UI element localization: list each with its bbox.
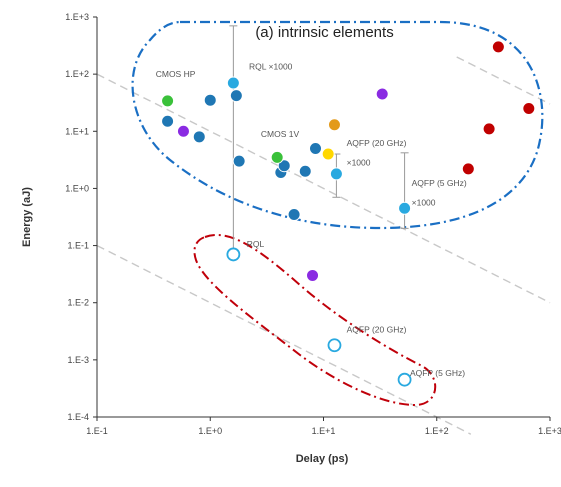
annotation-label: AQFP (20 GHz) — [347, 138, 407, 148]
x-tick-label: 1.E-1 — [86, 426, 108, 436]
annotation-label: (a) intrinsic elements — [255, 24, 393, 41]
x-axis-title: Delay (ps) — [296, 453, 349, 465]
intrinsic-elements-region — [131, 20, 544, 230]
data-point — [491, 40, 505, 54]
data-point — [226, 247, 241, 262]
data-point — [176, 124, 190, 138]
data-point — [327, 118, 341, 132]
data-point — [327, 338, 342, 353]
x-tick-label: 1.E+2 — [425, 426, 449, 436]
annotations: (a) intrinsic elements CMOS HP RQL ×1000 CM… — [156, 24, 467, 378]
data-point — [306, 268, 320, 282]
data-point — [398, 201, 412, 215]
y-tick-labels: 1.E+3 1.E+2 1.E+1 1.E+0 1.E-1 1.E-2 1.E-3 1.E-4 — [65, 12, 97, 422]
data-point — [309, 141, 323, 155]
annotation-label: RQL — [247, 239, 265, 249]
y-tick-label: 1.E+2 — [65, 69, 89, 79]
annotation-label: ×1000 — [347, 158, 371, 168]
y-tick-label: 1.E+1 — [65, 126, 89, 136]
x-tick-label: 1.E+0 — [198, 426, 222, 436]
data-point — [277, 159, 291, 173]
data-point — [203, 93, 217, 107]
data-point — [226, 76, 240, 90]
annotation-label: CMOS 1V — [261, 129, 300, 139]
y-tick-label: 1.E-2 — [67, 298, 89, 308]
data-point — [461, 162, 475, 176]
data-point — [270, 150, 284, 164]
data-point — [232, 154, 246, 168]
data-point — [482, 122, 496, 136]
annotation-label: RQL ×1000 — [249, 62, 293, 72]
annotation-label: AQFP (20 GHz) — [347, 325, 407, 335]
data-point — [375, 87, 389, 101]
guide-line — [96, 244, 472, 435]
data-point — [161, 94, 175, 108]
x-tick-label: 1.E+3 — [538, 426, 561, 436]
data-points — [161, 40, 536, 387]
x-tick-label: 1.E+1 — [312, 426, 336, 436]
data-point — [321, 147, 335, 161]
data-point — [522, 102, 536, 116]
data-point — [192, 130, 206, 144]
data-point — [287, 207, 301, 221]
x-tick-labels: 1.E-1 1.E+0 1.E+1 1.E+2 1.E+3 — [86, 417, 561, 436]
data-point — [161, 114, 175, 128]
guide-line — [456, 56, 551, 105]
data-point — [298, 164, 312, 178]
highlight-regions — [131, 20, 544, 407]
wiring-region — [193, 234, 437, 407]
y-tick-label: 1.E-4 — [67, 412, 89, 422]
guide-line — [96, 73, 551, 304]
annotation-label: CMOS HP — [156, 69, 196, 79]
y-tick-label: 1.E+0 — [65, 183, 89, 193]
annotation-label: AQFP (5 GHz) — [412, 178, 467, 188]
y-axis-title: Energy (aJ) — [21, 187, 33, 247]
guide-lines — [96, 56, 551, 435]
data-point — [397, 372, 412, 387]
y-tick-label: 1.E+3 — [65, 12, 89, 22]
annotation-label: AQFP (5 GHz) — [410, 368, 465, 378]
y-tick-label: 1.E-3 — [67, 355, 89, 365]
y-tick-label: 1.E-1 — [67, 241, 89, 251]
data-point — [229, 89, 243, 103]
data-point — [329, 167, 343, 181]
annotation-label: ×1000 — [412, 198, 436, 208]
